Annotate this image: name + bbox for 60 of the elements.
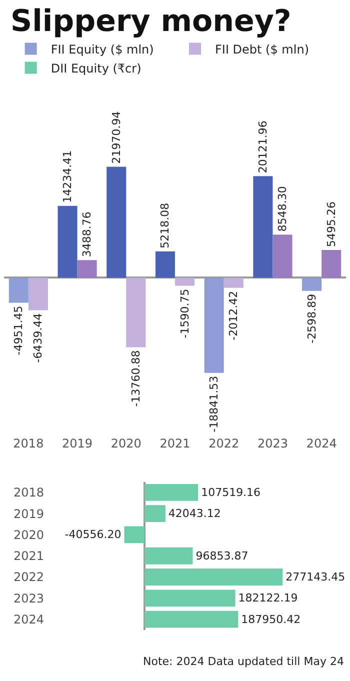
data-label: 182122.19 [238,592,298,605]
data-label: 96853.87 [196,549,248,562]
bar [144,610,238,628]
bar [144,568,283,586]
bar [253,176,273,278]
data-label: 5218.08 [158,202,172,248]
data-label: 3488.76 [80,212,94,258]
bar [204,278,224,373]
bar [272,234,292,278]
data-label: -13760.88 [129,350,142,407]
data-label: 187950.42 [241,612,301,626]
y-tick-label: 2024 [13,612,44,627]
bar [144,484,198,501]
legend-label: FII Debt ($ mln) [215,42,309,56]
bar [322,250,342,278]
y-tick-label: 2022 [13,570,44,584]
text: Note: 2024 Data updated till May 24 [143,655,344,668]
bar [155,251,175,278]
data-label: 277143.45 [286,570,346,584]
x-tick-label: 2020 [110,436,142,451]
y-tick-label: 2023 [13,591,44,606]
legend-label: FII Equity ($ mln) [50,42,154,56]
bar [8,278,28,303]
bar [302,278,322,291]
bar [144,547,193,564]
data-label: -18841.53 [208,376,221,432]
data-label: 20121.96 [256,120,270,174]
x-tick-label: 2024 [306,436,337,451]
y-tick-label: 2020 [13,528,44,542]
bar [224,278,244,288]
data-label: -1590.75 [178,288,192,338]
legend-label: DII Equity (₹cr) [50,61,142,76]
y-tick-label: 2021 [13,549,44,564]
bar [144,505,166,522]
data-label: -2012.42 [227,290,240,340]
data-label: 42043.12 [168,507,221,520]
bar [77,260,97,278]
x-tick-label: 2023 [257,436,288,451]
x-tick-label: 2021 [160,436,190,451]
bar [106,166,126,278]
x-tick-label: 2019 [62,436,93,451]
bar [58,206,78,278]
data-label: -2598.89 [305,294,318,344]
bar [126,278,146,348]
y-tick-label: 2019 [13,506,44,521]
data-label: 21970.94 [110,111,123,164]
y-tick-label: 2018 [13,486,44,500]
bar [144,590,236,607]
data-label: -40556.20 [64,528,122,542]
data-label: 8548.30 [276,186,289,232]
bar [175,278,195,286]
bar [28,278,48,310]
chart-title: Slippery money? [10,4,292,40]
data-label: 107519.16 [201,486,261,499]
bar [124,526,144,544]
x-tick-label: 2022 [208,436,240,451]
data-label: -6439.44 [32,313,45,363]
data-label: 14234.41 [61,150,74,203]
data-label: 5495.26 [324,201,338,247]
data-label: -4951.45 [12,306,26,356]
